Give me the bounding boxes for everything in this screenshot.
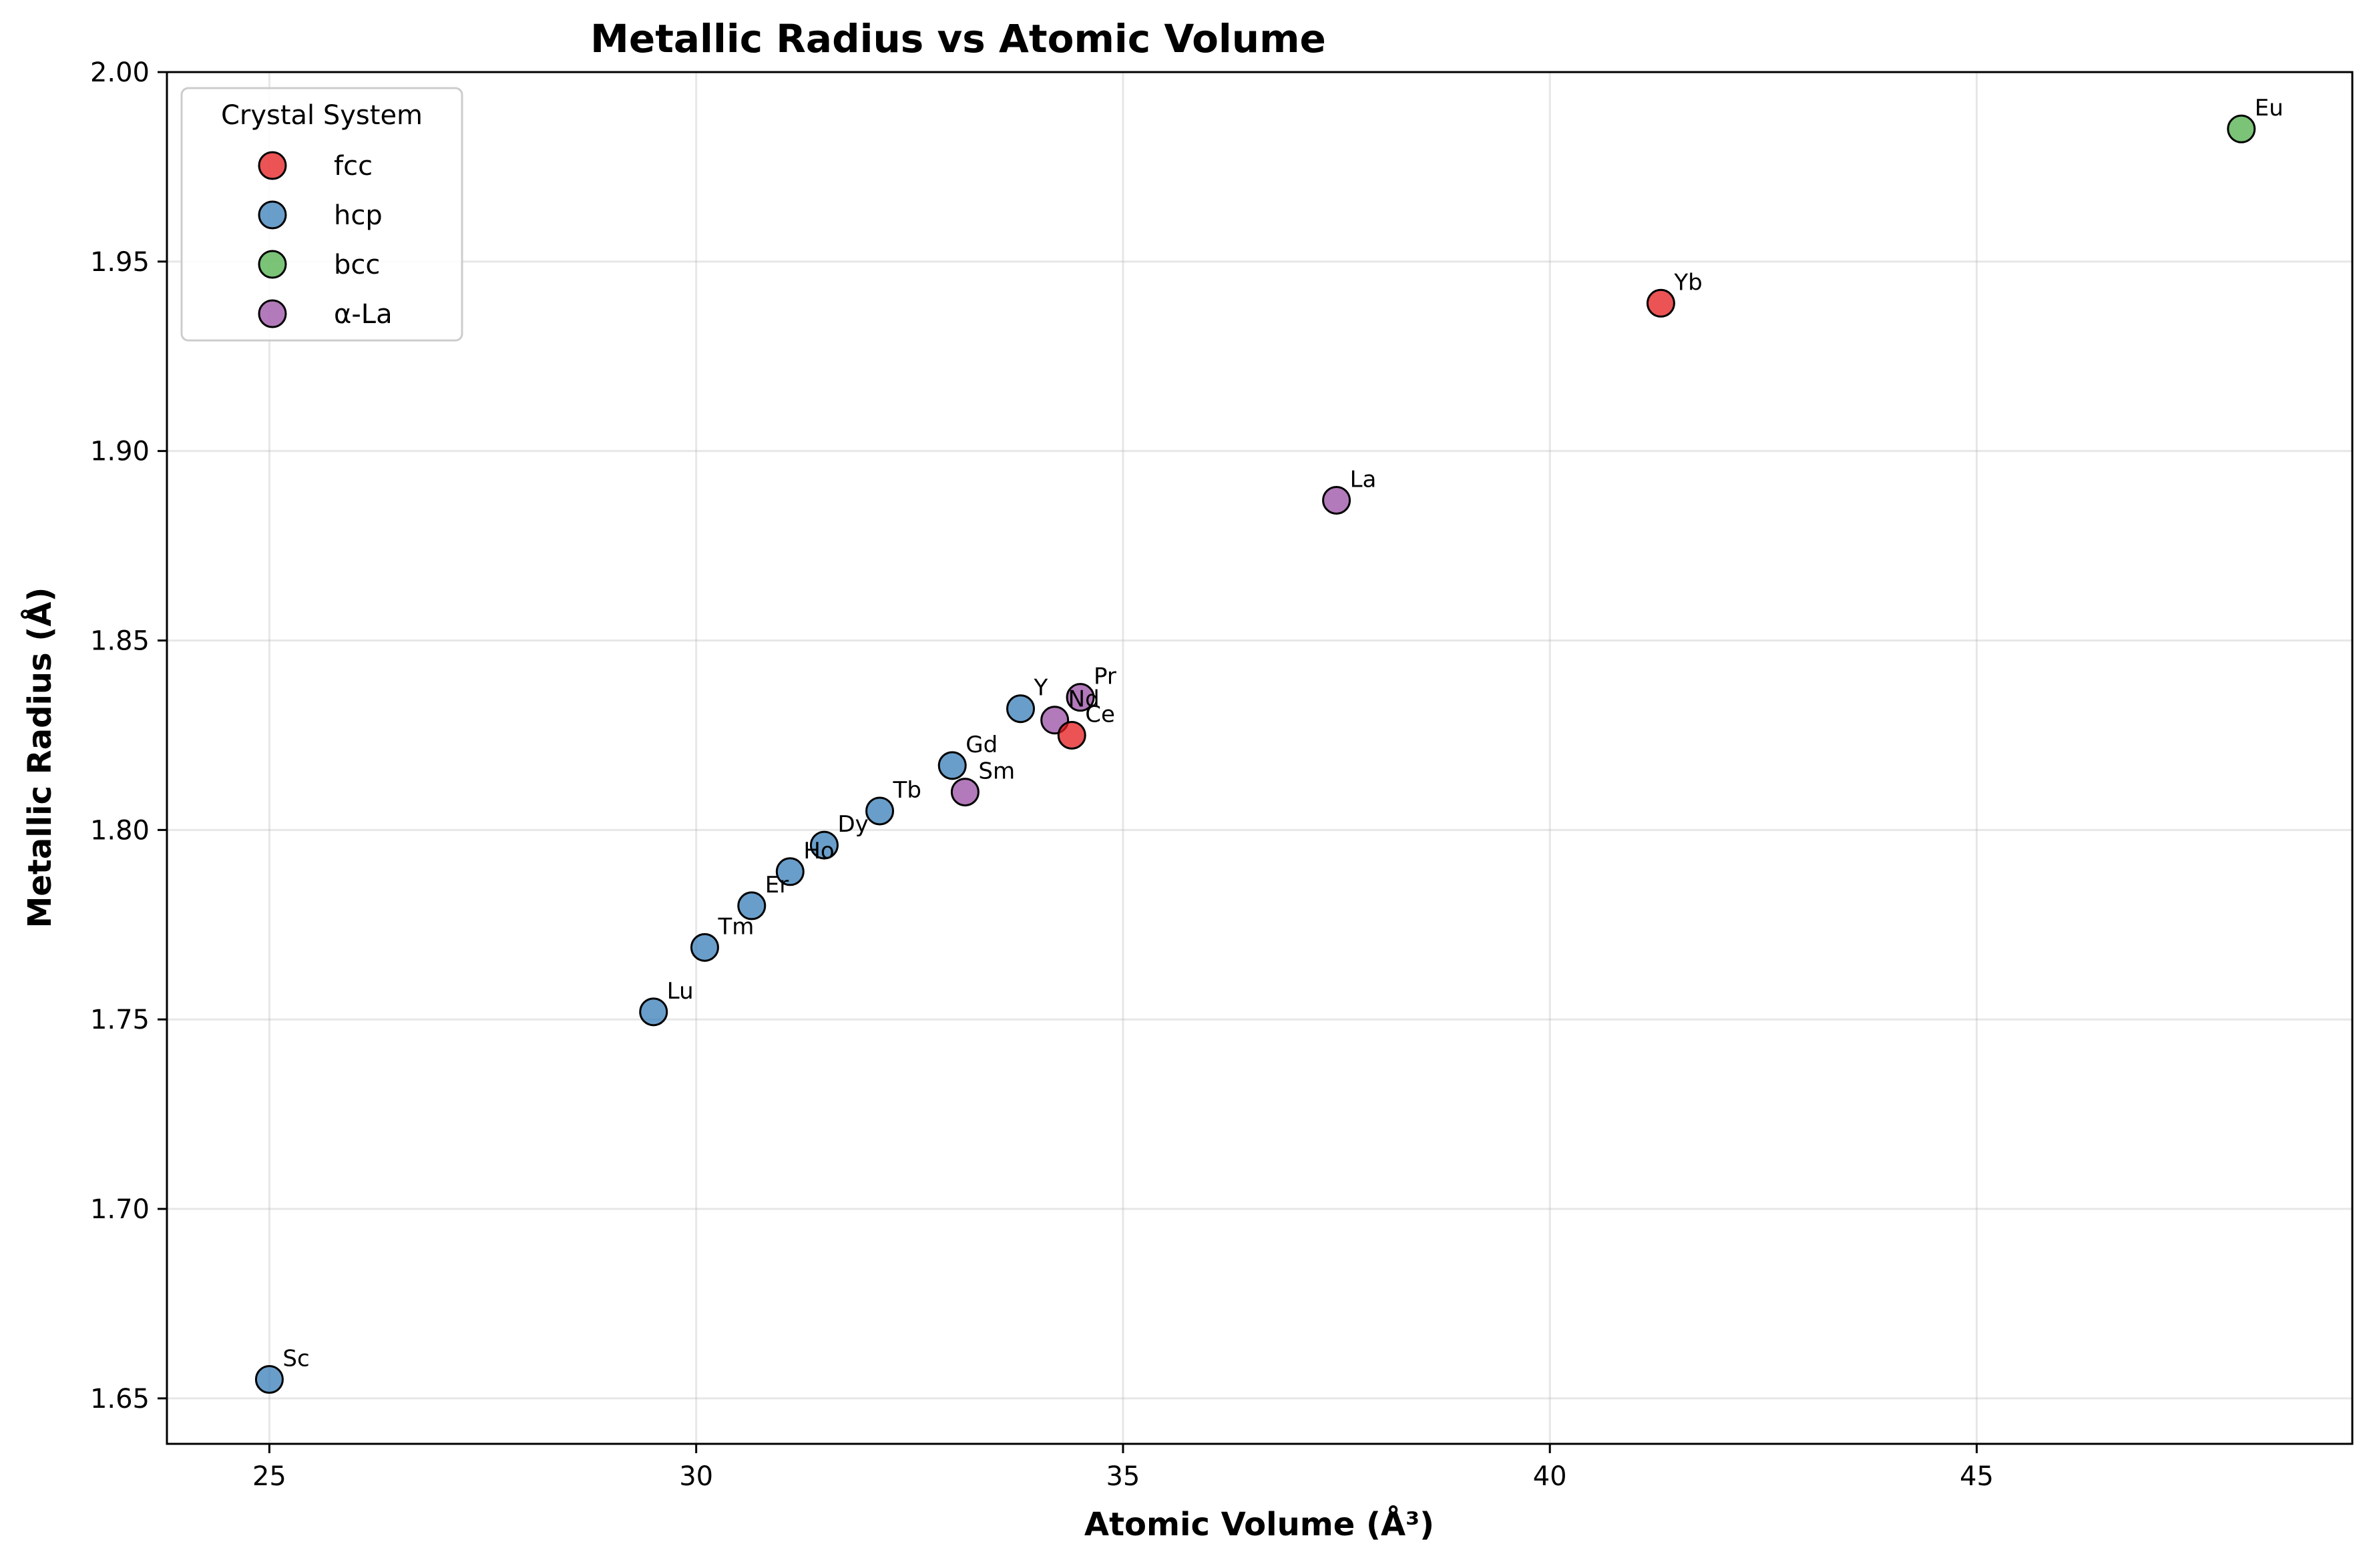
y-tick-label: 1.65 [90, 1384, 150, 1414]
point-label-er: Er [765, 872, 789, 898]
point-label-lu: Lu [667, 978, 694, 1005]
legend-marker [258, 299, 287, 328]
data-point-ce [1057, 720, 1086, 750]
data-point-gd [937, 751, 967, 780]
plot-area-frame [166, 71, 2354, 1445]
point-label-tb: Tb [893, 777, 921, 804]
y-tick-label: 1.75 [90, 1005, 150, 1035]
legend-marker [258, 151, 287, 180]
legend-marker [258, 200, 287, 230]
data-point-pr [1066, 683, 1095, 712]
y-tick-label: 1.80 [90, 815, 150, 846]
data-point-sc [254, 1364, 284, 1394]
point-label-pr: Pr [1094, 664, 1116, 690]
data-point-tm [690, 933, 719, 962]
legend-title: Crystal System [221, 100, 423, 131]
data-point-er [737, 891, 767, 921]
legend-label: fcc [334, 151, 373, 182]
chart-title: Metallic Radius vs Atomic Volume [590, 16, 1326, 61]
point-label-ho: Ho [803, 838, 834, 864]
y-axis-title: Metallic Radius (Å) [21, 587, 59, 929]
x-tick-label: 35 [1106, 1461, 1140, 1492]
data-point-eu [2227, 114, 2256, 144]
point-label-sm: Sm [978, 758, 1015, 785]
point-label-y: Y [1034, 675, 1048, 702]
legend: Crystal System fcc hcp bcc α-La [180, 87, 463, 342]
data-point-dy [809, 830, 839, 860]
data-point-lu [639, 997, 668, 1027]
y-tick-label: 1.90 [90, 437, 150, 467]
x-tick-label: 40 [1533, 1461, 1567, 1492]
y-tick-label: 1.70 [90, 1194, 150, 1225]
x-axis-title: Atomic Volume (Å³) [1084, 1505, 1434, 1543]
y-tick-label: 1.95 [90, 247, 150, 278]
data-point-sm [950, 778, 980, 807]
data-point-y [1006, 694, 1036, 724]
legend-entries: fcc hcp bcc α-La [258, 151, 393, 330]
legend-label: hcp [334, 200, 383, 231]
y-tick-label: 1.85 [90, 626, 150, 657]
point-label-dy: Dy [837, 811, 868, 838]
y-tick-label: 2.00 [90, 57, 150, 88]
data-points [254, 114, 2256, 1394]
point-label-nd: Nd [1068, 686, 1100, 713]
y-axis-ticks: 1.65 1.70 1.75 1.80 1.85 1.90 1.95 2.00 [90, 57, 167, 1414]
legend-marker [258, 250, 287, 279]
x-tick-label: 45 [1960, 1461, 1994, 1492]
legend-label: bcc [334, 250, 380, 280]
x-axis-ticks: 25 30 35 40 45 [252, 1444, 1994, 1492]
data-point-yb [1646, 288, 1675, 318]
legend-label: α-La [334, 299, 393, 330]
point-label-gd: Gd [965, 732, 998, 758]
point-label-eu: Eu [2255, 95, 2284, 121]
point-label-ce: Ce [1085, 701, 1115, 728]
point-label-tm: Tm [717, 913, 754, 940]
data-point-la [1322, 485, 1351, 515]
legend-box [180, 87, 463, 342]
data-point-tb [865, 796, 895, 826]
grid-lines [167, 71, 2352, 1444]
point-label-sc: Sc [282, 1345, 309, 1372]
point-label-la: La [1350, 466, 1377, 493]
x-tick-label: 25 [252, 1461, 286, 1492]
point-label-yb: Yb [1673, 269, 1702, 296]
data-point-ho [775, 857, 805, 886]
x-tick-label: 30 [679, 1461, 713, 1492]
